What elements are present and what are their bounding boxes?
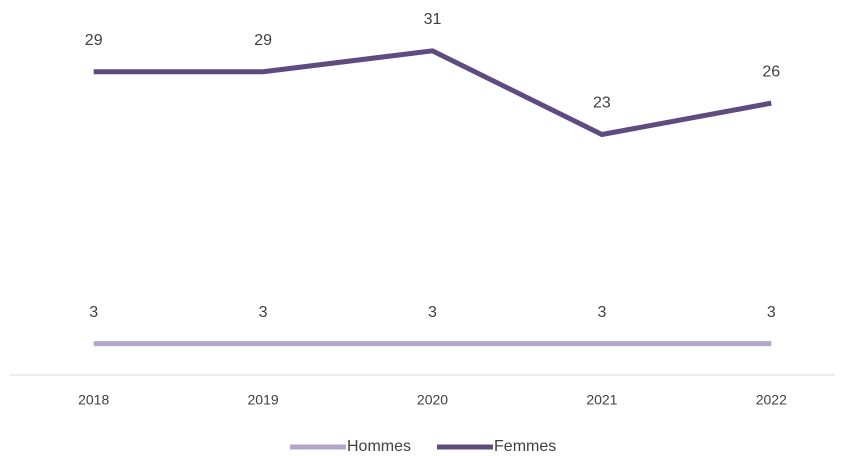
data-label: 3 xyxy=(428,304,437,321)
legend-label: Femmes xyxy=(494,438,556,455)
x-tick-label: 2018 xyxy=(78,392,109,408)
data-label: 3 xyxy=(597,304,606,321)
x-tick-label: 2019 xyxy=(248,392,279,408)
data-label: 29 xyxy=(254,32,272,49)
x-tick-label: 2020 xyxy=(417,392,448,408)
x-tick-label: 2021 xyxy=(586,392,617,408)
data-label: 31 xyxy=(424,11,442,28)
data-label: 29 xyxy=(85,32,103,49)
data-label: 3 xyxy=(259,304,268,321)
x-tick-label: 2022 xyxy=(756,392,787,408)
series-line xyxy=(93,48,772,137)
data-label: 23 xyxy=(593,95,611,112)
data-label: 3 xyxy=(89,304,98,321)
data-label: 3 xyxy=(767,304,776,321)
data-label: 26 xyxy=(762,63,780,80)
legend-label: Hommes xyxy=(347,438,411,455)
